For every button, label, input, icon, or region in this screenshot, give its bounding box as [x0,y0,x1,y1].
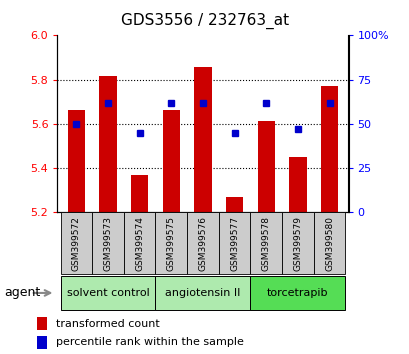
Bar [67,109,85,212]
Bar [37,336,47,349]
Text: transformed count: transformed count [56,319,159,329]
Bar [218,212,250,274]
Bar [61,212,92,274]
Text: GDS3556 / 232763_at: GDS3556 / 232763_at [121,12,288,29]
Bar [313,212,344,274]
Bar [320,86,337,212]
Text: GSM399574: GSM399574 [135,216,144,271]
Bar [187,212,218,274]
Bar [162,109,180,212]
Text: GSM399576: GSM399576 [198,216,207,271]
Bar [194,68,211,212]
Text: GSM399579: GSM399579 [293,216,301,271]
Text: agent: agent [4,286,40,299]
Text: GSM399575: GSM399575 [166,216,175,271]
Bar [92,212,124,274]
Text: percentile rank within the sample: percentile rank within the sample [56,337,243,347]
Text: GSM399577: GSM399577 [229,216,238,271]
Bar [61,276,155,310]
Text: GSM399572: GSM399572 [72,216,81,271]
Text: GSM399573: GSM399573 [103,216,112,271]
Bar [257,121,274,212]
Bar [225,197,243,212]
Bar [37,317,47,330]
Bar [281,212,313,274]
Text: GSM399578: GSM399578 [261,216,270,271]
Bar [130,175,148,212]
Bar [250,276,344,310]
Bar [99,76,117,212]
Bar [155,212,187,274]
Bar [288,157,306,212]
Text: GSM399580: GSM399580 [324,216,333,271]
Text: solvent control: solvent control [67,288,149,298]
Bar [124,212,155,274]
Bar [155,276,250,310]
Bar [250,212,281,274]
Text: angiotensin II: angiotensin II [165,288,240,298]
Text: torcetrapib: torcetrapib [267,288,328,298]
